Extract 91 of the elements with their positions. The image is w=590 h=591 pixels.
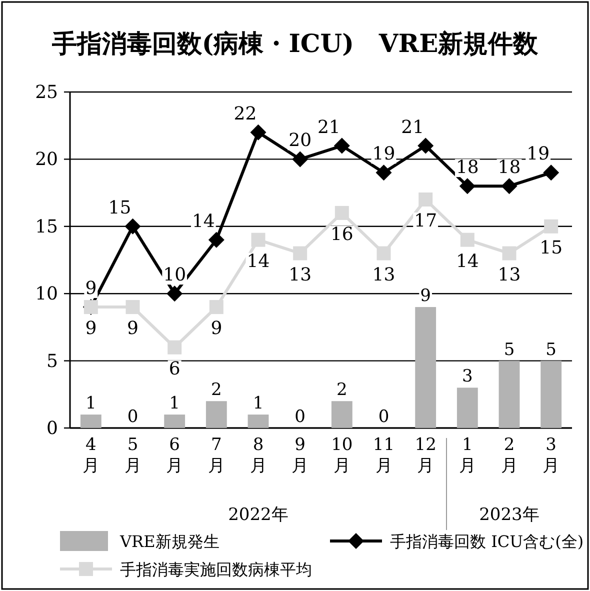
x-tick-label: 3月 — [542, 435, 560, 476]
y-tick-label: 0 — [46, 418, 58, 439]
data-label: 2 — [211, 380, 222, 400]
point — [418, 192, 433, 207]
data-label: 9 — [420, 286, 431, 306]
data-label: 6 — [168, 358, 180, 380]
data-label: 19 — [372, 144, 396, 165]
data-label: 0 — [127, 407, 138, 427]
bar — [248, 414, 269, 428]
y-tick-label: 25 — [35, 82, 58, 103]
y-tick-label: 20 — [35, 149, 58, 170]
data-label: 3 — [462, 366, 473, 387]
point — [168, 340, 182, 354]
data-label: 5 — [504, 340, 515, 360]
data-label: 5 — [546, 340, 556, 360]
x-tick-label: 9月 — [292, 435, 309, 476]
point — [250, 124, 266, 140]
data-label: 13 — [288, 264, 312, 286]
data-label: 16 — [330, 224, 354, 245]
data-label: 9 — [127, 318, 138, 340]
point — [209, 300, 224, 314]
point — [293, 246, 308, 260]
data-label: 10 — [163, 264, 186, 286]
point — [544, 219, 558, 234]
text: 2022年 — [228, 505, 288, 525]
data-label: 18 — [498, 157, 521, 178]
bar — [164, 414, 186, 428]
x-tick-label: 10月 — [331, 435, 353, 476]
x-tick-label: 12月 — [414, 435, 436, 476]
data-label: 1 — [252, 394, 264, 414]
x-tick-label: 1月 — [458, 435, 476, 476]
point — [460, 232, 474, 247]
point — [251, 232, 266, 247]
y-tick-label: 10 — [35, 284, 58, 305]
data-label: 9 — [85, 318, 97, 340]
data-label: 9 — [210, 318, 222, 340]
data-label: 17 — [414, 210, 438, 232]
point — [502, 246, 516, 260]
data-label: 20 — [288, 130, 312, 152]
data-label: 13 — [372, 264, 396, 286]
point — [543, 164, 560, 181]
point — [208, 232, 224, 248]
legend-label: 手指消毒回数 ICU含む(全) — [390, 532, 584, 551]
point — [334, 138, 350, 154]
legend-label: VRE新規発生 — [119, 532, 220, 551]
data-label: 1 — [86, 394, 96, 414]
point — [501, 178, 518, 194]
data-label: 9 — [85, 278, 97, 300]
data-label: 22 — [234, 103, 257, 124]
data-label: 21 — [401, 116, 424, 138]
point — [334, 206, 349, 220]
text: 2023年 — [479, 505, 540, 525]
bar — [456, 388, 478, 428]
data-label: 18 — [456, 157, 479, 178]
point — [459, 178, 476, 194]
data-label: 14 — [246, 250, 270, 272]
point — [292, 151, 308, 168]
x-tick-label: 11月 — [372, 435, 395, 476]
data-label: 21 — [317, 116, 340, 138]
x-tick-label: 7月 — [208, 435, 225, 476]
legend-label: 手指消毒実施回数病棟平均 — [120, 560, 312, 579]
x-tick-label: 4月 — [82, 435, 100, 476]
x-tick-label: 5月 — [124, 435, 142, 476]
data-label: 1 — [169, 394, 180, 414]
bar — [498, 360, 520, 428]
point — [126, 300, 140, 314]
x-tick-label: 8月 — [250, 435, 267, 476]
data-label: 19 — [526, 144, 550, 165]
data-label: 13 — [498, 264, 521, 286]
data-label: 2 — [336, 380, 348, 400]
bar — [415, 307, 436, 428]
bar — [206, 401, 227, 428]
bar — [540, 360, 562, 428]
point — [418, 138, 434, 154]
data-label: 0 — [378, 407, 390, 427]
x-tick-label: 2月 — [500, 435, 518, 476]
bar — [331, 401, 352, 428]
data-label: 14 — [456, 250, 479, 272]
y-tick-label: 5 — [46, 350, 58, 372]
point — [166, 286, 183, 302]
point — [376, 246, 391, 260]
point — [376, 164, 392, 181]
data-label: 0 — [294, 407, 306, 427]
point — [124, 218, 141, 234]
data-label: 15 — [108, 197, 132, 218]
data-label: 14 — [192, 210, 215, 232]
y-tick-label: 15 — [35, 216, 58, 238]
chart-title: 手指消毒回数(病棟・ICU) VRE新規件数 — [50, 29, 540, 58]
x-tick-label: 6月 — [166, 435, 184, 476]
bar — [80, 414, 102, 428]
data-label: 15 — [540, 237, 563, 258]
